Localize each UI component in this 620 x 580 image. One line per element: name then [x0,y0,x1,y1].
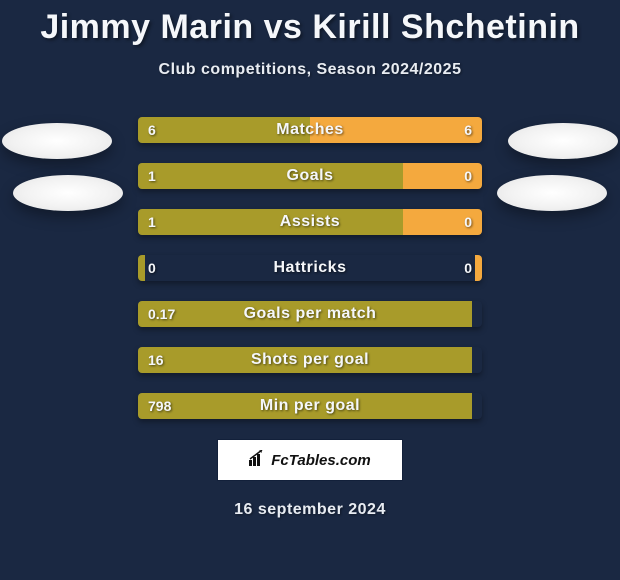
bar-row: Min per goal798 [138,393,482,419]
bar-segment-left [138,347,472,373]
page-subtitle: Club competitions, Season 2024/2025 [0,61,620,79]
player-left-badge-2 [13,175,123,211]
bar-segment-left [138,163,403,189]
chart-growth-icon [249,450,267,471]
bar-row: Hattricks0 0 [138,255,482,281]
watermark-box: FcTables.com [217,439,403,481]
bar-label: Hattricks [138,255,482,281]
bar-row: Assists10 [138,209,482,235]
bar-row: Goals per match0.17 [138,301,482,327]
bar-segment-left [138,255,145,281]
bar-row: Matches66 [138,117,482,143]
bar-rows-container: Matches66 Goals10 Assists10 Hattricks0 0 Goal… [138,117,482,419]
watermark-text: FcTables.com [271,452,370,469]
bar-segment-right [310,117,482,143]
comparison-chart: Matches66 Goals10 Assists10 Hattricks0 0 Goal… [0,117,620,419]
bar-segment-left [138,209,403,235]
bar-value-left: 0 [148,255,156,281]
player-left-badge-1 [2,123,112,159]
player-right-badge-1 [508,123,618,159]
bar-segment-left [138,301,472,327]
player-right-badge-2 [497,175,607,211]
page-title: Jimmy Marin vs Kirill Shchetinin [0,0,620,47]
bar-segment-right [475,255,482,281]
bar-value-right: 0 [464,255,472,281]
bar-segment-left [138,117,310,143]
bar-segment-left [138,393,472,419]
bar-row: Shots per goal16 [138,347,482,373]
bar-segment-right [403,209,482,235]
footer-date: 16 september 2024 [0,501,620,519]
bar-segment-right [403,163,482,189]
bar-row: Goals10 [138,163,482,189]
